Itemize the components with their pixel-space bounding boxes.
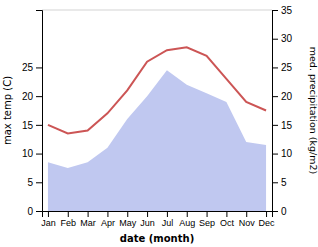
tick-mark <box>272 125 278 126</box>
tick-label: 30 <box>281 33 293 44</box>
tick-label: 0 <box>27 206 33 217</box>
tick-mark <box>207 211 208 217</box>
tick: Aug <box>179 211 195 228</box>
tick-mark <box>272 67 278 68</box>
tick: Apr <box>101 211 115 228</box>
tick-mark <box>272 182 278 183</box>
line <box>48 47 266 133</box>
tick-mark <box>88 211 89 217</box>
x-axis-line <box>43 212 273 218</box>
tick: 25 <box>22 62 42 73</box>
tick-label: 25 <box>22 62 34 73</box>
tick-label: 25 <box>281 62 293 73</box>
tick: Oct <box>220 211 235 228</box>
tick-label: 0 <box>281 206 287 217</box>
tick-label: Sep <box>199 218 215 228</box>
tick: Jun <box>140 211 155 228</box>
tick: Dec <box>259 211 276 228</box>
tick: 20 <box>272 91 293 102</box>
tick-mark <box>36 182 42 183</box>
tick: May <box>119 211 137 228</box>
tick-mark <box>36 96 42 97</box>
tick: Nov <box>239 211 256 228</box>
tick-mark <box>272 10 278 11</box>
tick: 0 <box>27 206 42 217</box>
tick: Jul <box>162 211 174 228</box>
tick-mark <box>36 125 42 126</box>
tick: 5 <box>272 177 287 188</box>
tick-mark <box>36 154 42 155</box>
tick-mark <box>48 211 49 217</box>
tick-mark <box>36 211 42 212</box>
tick-label: Aug <box>179 218 195 228</box>
tick: Jan <box>41 211 56 228</box>
x-axis: Jan FebMar Apr MayJun Jul Aug Sep Oct NovDec <box>41 211 275 228</box>
tick-label: 5 <box>27 177 33 188</box>
tick-mark <box>36 67 42 68</box>
tick-label: 15 <box>22 120 34 131</box>
area <box>48 70 266 211</box>
tick-label: 15 <box>281 120 293 131</box>
tick-label: Mar <box>80 218 96 228</box>
tick-mark <box>68 211 69 217</box>
tick-mark <box>167 211 168 217</box>
plot: Jan FebMar Apr MayJun Jul Aug Sep Oct NovDec 0 5 10… <box>2 5 318 244</box>
tick: Feb <box>61 211 77 228</box>
tick: 5 <box>27 177 42 188</box>
tick-mark <box>127 211 128 217</box>
tick-mark <box>272 39 278 40</box>
tick-mark <box>107 211 108 217</box>
y-axis: 0 5 10 15 20 25 <box>22 11 43 217</box>
tick-label: 10 <box>22 148 34 159</box>
tick-label: Feb <box>61 218 77 228</box>
tick: 20 <box>22 91 42 102</box>
tick-label: Jul <box>162 218 174 228</box>
y2-axis: 0 5 10 15 20 25 30 35 <box>272 5 293 217</box>
tick-label: Apr <box>101 218 115 228</box>
y2-axis-line <box>273 11 279 212</box>
marks <box>48 47 266 211</box>
tick: 25 <box>272 62 293 73</box>
chart: Jan FebMar Apr MayJun Jul Aug Sep Oct NovDec 0 5 10… <box>0 0 318 247</box>
tick: 30 <box>272 33 293 44</box>
tick-label: Jun <box>140 218 155 228</box>
tick-mark <box>272 154 278 155</box>
y2-axis-title: med. precipitation (kg/m2) <box>308 47 318 174</box>
tick: Mar <box>80 211 96 228</box>
tick-label: 5 <box>281 177 287 188</box>
tick: Sep <box>199 211 215 228</box>
tick: 10 <box>272 148 293 159</box>
tick-label: 35 <box>281 5 293 16</box>
tick-mark <box>272 96 278 97</box>
tick-label: 20 <box>281 91 293 102</box>
tick-label: 10 <box>281 148 293 159</box>
tick-mark <box>246 211 247 217</box>
tick: 35 <box>272 5 293 16</box>
y-axis-line <box>36 11 43 212</box>
x-axis-title: date (month) <box>120 233 194 244</box>
tick-label: May <box>119 218 137 228</box>
tick-mark <box>226 211 227 217</box>
tick-mark <box>266 211 267 217</box>
tick: 15 <box>22 120 42 131</box>
tick: 15 <box>272 120 293 131</box>
tick-mark <box>147 211 148 217</box>
tick-mark <box>187 211 188 217</box>
tick: 0 <box>272 206 287 217</box>
y-axis-title: max temp (C) <box>2 76 13 145</box>
tick-label: Jan <box>41 218 56 228</box>
tick: 10 <box>22 148 42 159</box>
tick-label: Dec <box>259 218 276 228</box>
tick-label: Nov <box>239 218 256 228</box>
tick-label: Oct <box>220 218 235 228</box>
tick-mark <box>272 211 278 212</box>
frame-top <box>42 10 272 11</box>
tick-label: 20 <box>22 91 34 102</box>
